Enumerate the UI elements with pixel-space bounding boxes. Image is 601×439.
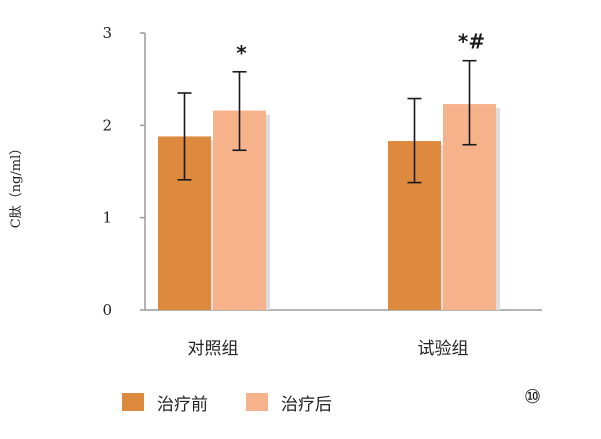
y-tick-labels: 0 1 2 3 (102, 24, 112, 319)
legend-item-after: 治疗后 (246, 390, 332, 415)
significance-label: * (236, 41, 247, 65)
y-tick-label: 2 (102, 116, 112, 134)
bar-shadow (494, 108, 500, 310)
chart-legend: 治疗前 治疗后 (122, 390, 370, 415)
legend-label-before: 治疗前 (157, 394, 208, 415)
x-category-labels: 对照组 试验组 (188, 339, 469, 359)
y-tick-label: 1 (102, 209, 112, 227)
bar-shadow (264, 114, 270, 310)
y-tick-label: 0 (102, 301, 112, 319)
legend-item-before: 治疗前 (122, 390, 208, 415)
legend-label-after: 治疗后 (281, 394, 332, 415)
bar-shadow (439, 145, 445, 310)
y-axis-label: C肽（ng/ml） (9, 142, 24, 229)
chart-bars: * *# (158, 30, 500, 310)
legend-swatch-before (122, 393, 144, 411)
figure-number: ⑩ (524, 386, 542, 408)
y-tick-label: 3 (102, 24, 112, 42)
bar-shadow (209, 140, 215, 310)
significance-label: *# (458, 30, 485, 54)
x-category-label: 试验组 (418, 339, 469, 359)
legend-swatch-after (246, 393, 268, 411)
x-category-label: 对照组 (188, 339, 239, 359)
